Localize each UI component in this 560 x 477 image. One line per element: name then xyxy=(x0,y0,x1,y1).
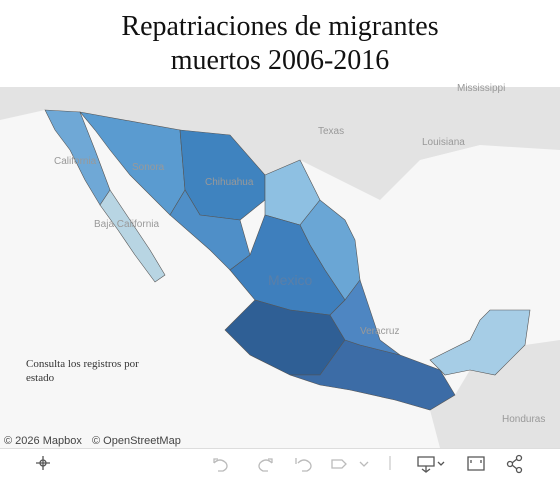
toolbar xyxy=(36,454,523,474)
place-label: Veracruz xyxy=(360,326,399,337)
land-us xyxy=(0,87,560,200)
fullscreen[interactable] xyxy=(467,456,485,471)
refresh[interactable] xyxy=(331,459,369,469)
state xyxy=(329,279,401,356)
share[interactable] xyxy=(506,454,523,474)
place-label: Louisiana xyxy=(422,137,465,148)
attribution[interactable]: © OpenStreetMap xyxy=(92,435,181,447)
attribution[interactable]: © 2026 Mapbox xyxy=(4,435,82,447)
land-central-america xyxy=(430,340,560,448)
revert[interactable] xyxy=(295,458,312,472)
place-label: Mississippi xyxy=(457,83,505,94)
note-box: Consulta los registros por estado xyxy=(26,358,139,384)
state xyxy=(99,189,166,283)
title: Repatriaciones de migrantes muertos 2006… xyxy=(121,11,439,76)
download[interactable] xyxy=(417,456,445,473)
place-label: Texas xyxy=(318,126,344,137)
place-label: Chihuahua xyxy=(205,177,254,188)
states xyxy=(44,109,531,411)
place-label: California xyxy=(54,156,97,167)
state xyxy=(169,189,251,271)
state xyxy=(289,339,456,411)
place-label: Sonora xyxy=(132,162,165,173)
place-label: Mexico xyxy=(268,272,313,288)
move-icon[interactable] xyxy=(36,456,50,470)
place-label: Baja California xyxy=(94,219,159,230)
redo[interactable] xyxy=(258,458,273,472)
undo[interactable] xyxy=(213,458,228,472)
note: Consulta los registros por estado xyxy=(26,358,139,384)
place-label: Honduras xyxy=(502,414,545,425)
state xyxy=(429,309,531,376)
